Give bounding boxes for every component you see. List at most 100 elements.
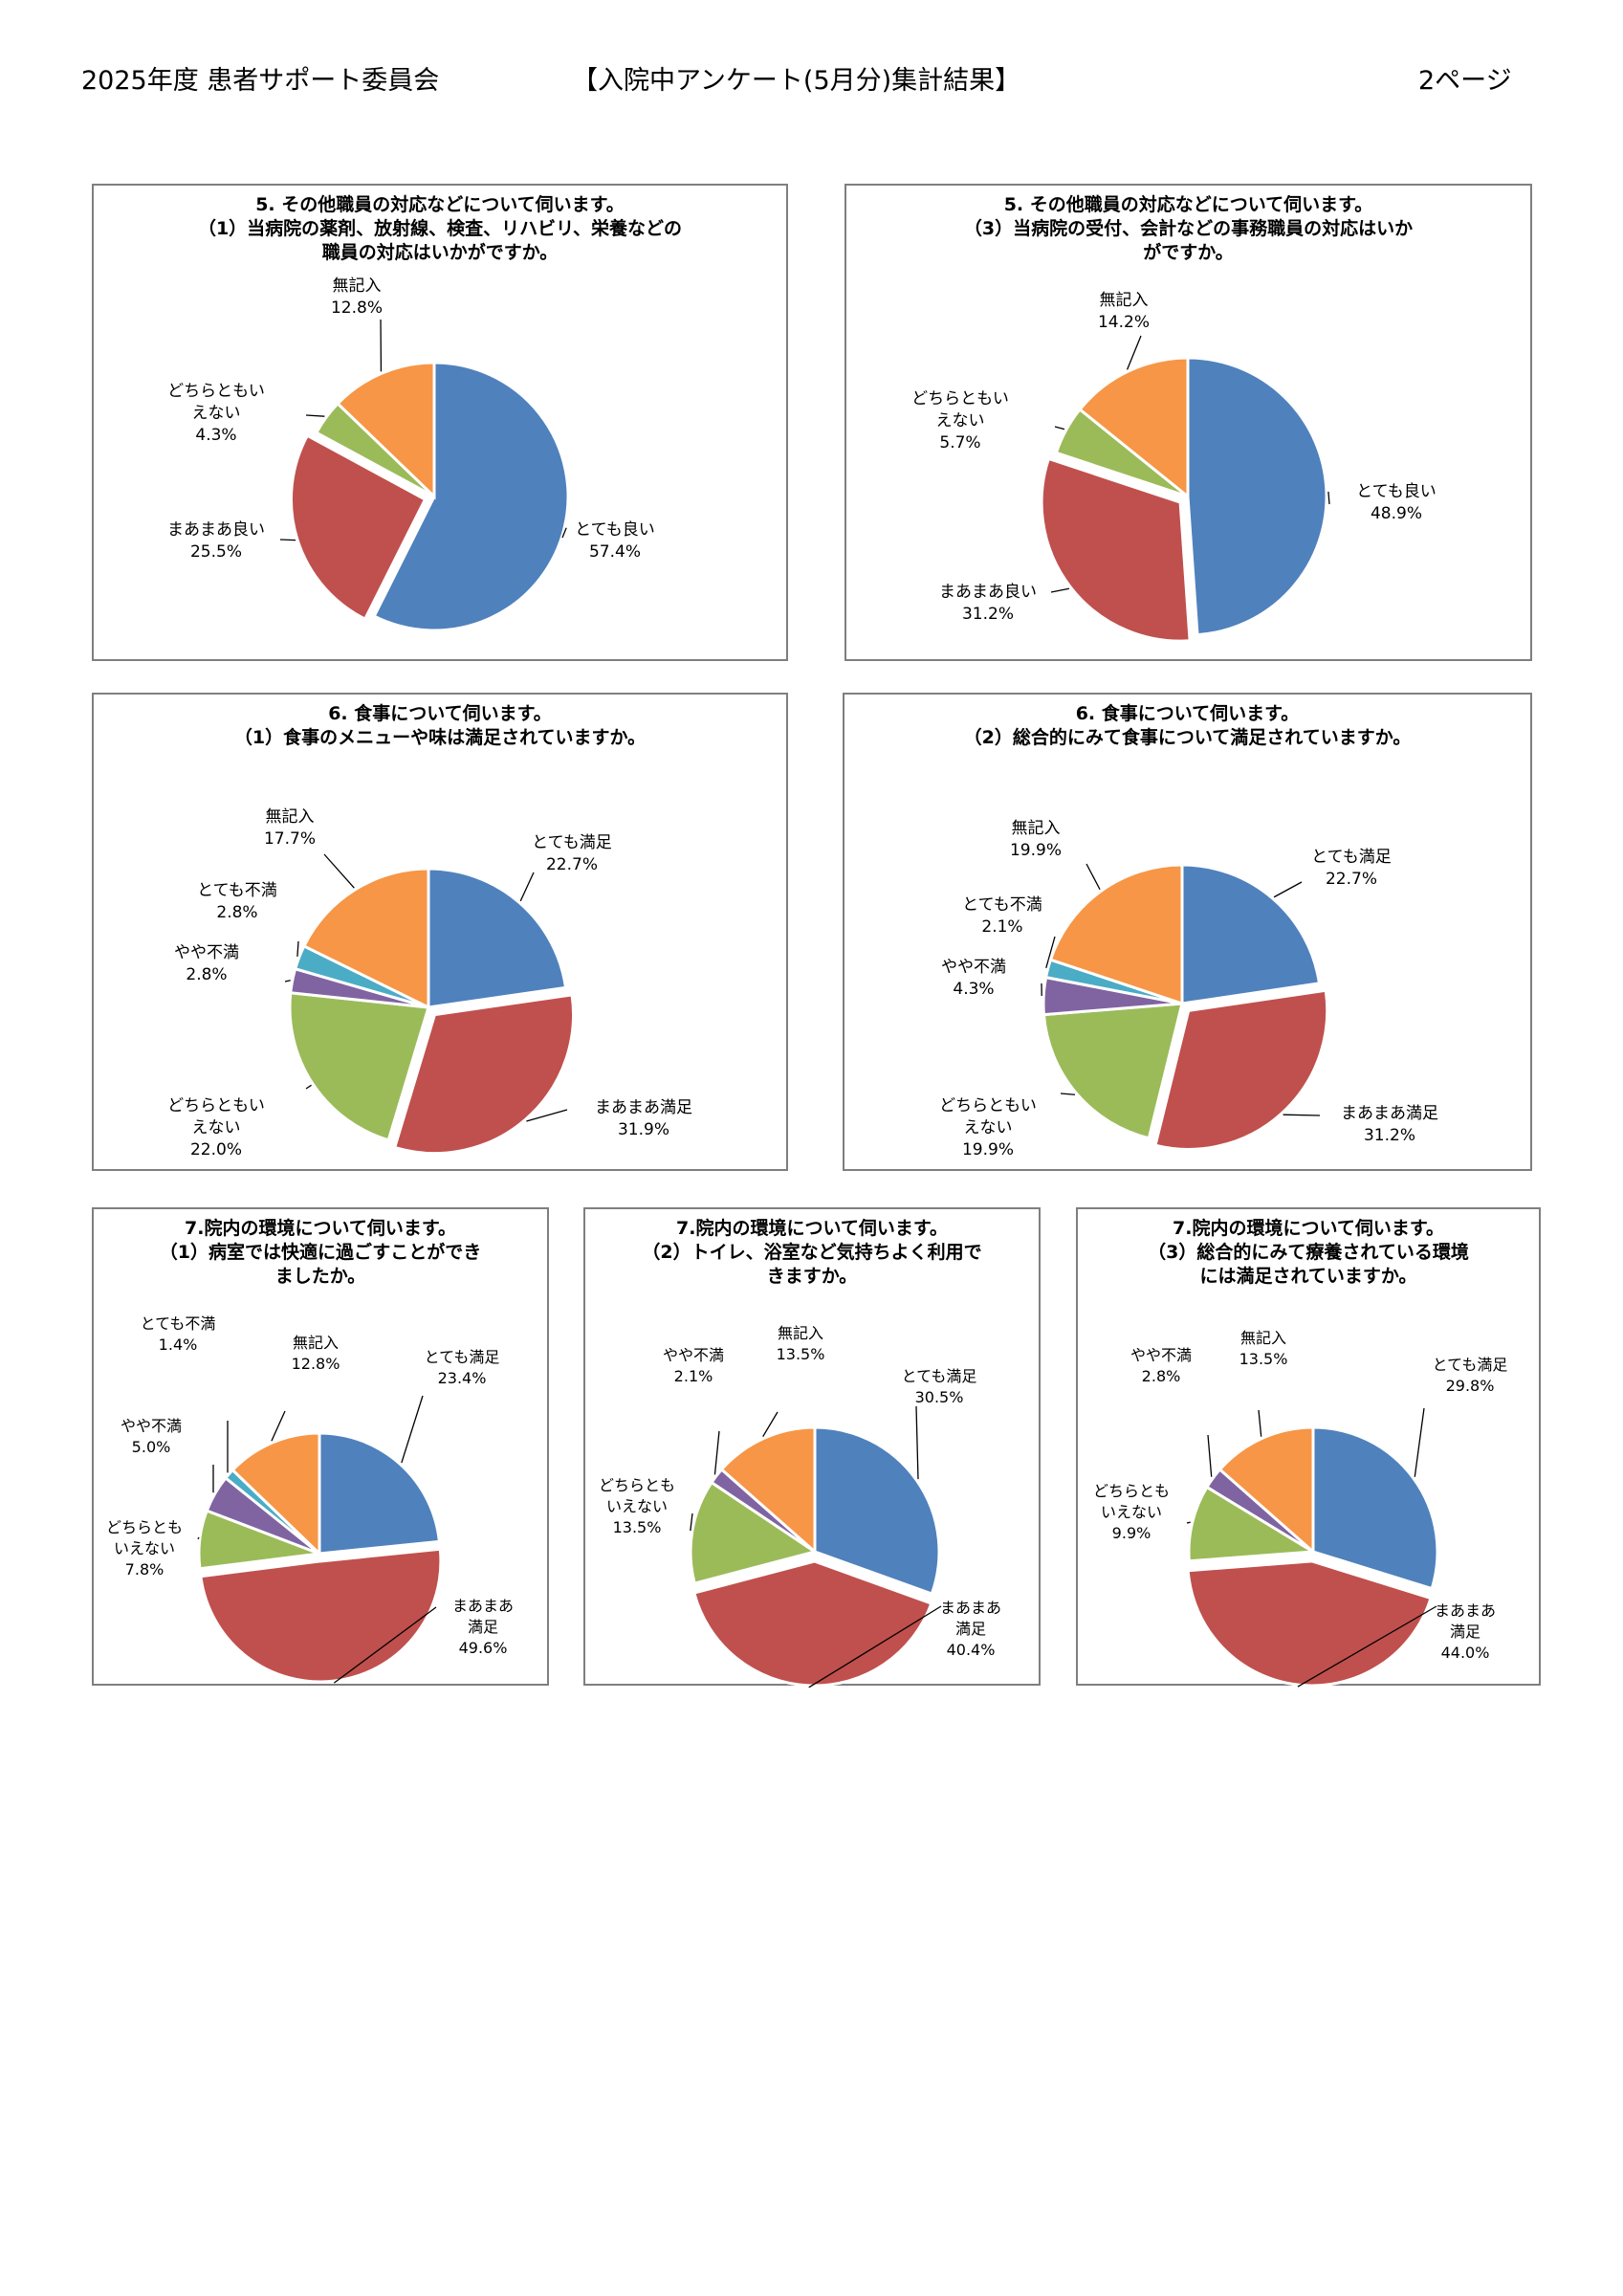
slice-category-label: とても良い: [575, 520, 655, 540]
chart-panel: 6. 食事について伺います。 （2）総合的にみて食事について満足されていますか。…: [843, 693, 1532, 1171]
pie-slice: [1153, 988, 1329, 1151]
slice-value-label: 22.7%: [546, 855, 598, 874]
leader-line: [197, 1536, 200, 1540]
leader-line: [323, 853, 355, 889]
slice-category-label: やや不満: [1130, 1346, 1192, 1364]
slice-category-label: 満足: [955, 1620, 986, 1638]
slice-value-label: 13.5%: [777, 1345, 825, 1363]
pie-slice: [427, 867, 568, 1009]
pie-slice: [1217, 1425, 1315, 1556]
slice-label: とても不満 2.8%: [197, 881, 277, 922]
slice-label: まあまあ満足 31.9%: [595, 1098, 692, 1139]
leader-line: [305, 1084, 312, 1090]
pie-slice: [1311, 1425, 1439, 1591]
slice-label: 無記入 12.8%: [292, 1334, 340, 1373]
slice-category-label: えない: [192, 1118, 241, 1137]
slice-category-label: 無記入: [1100, 291, 1149, 310]
slice-label: どちらともいえない 22.0%: [167, 1096, 265, 1159]
slice-value-label: 2.1%: [674, 1367, 713, 1385]
slice-category-label: やや不満: [174, 943, 239, 962]
slice-value-label: 22.0%: [190, 1140, 242, 1159]
slice-category-label: どちらともい: [167, 1096, 265, 1115]
slice-label: まあまあ良い 25.5%: [167, 520, 265, 562]
slice-value-label: 30.5%: [915, 1388, 964, 1406]
pie-slice: [230, 1431, 321, 1557]
slice-value-label: 4.3%: [195, 426, 236, 445]
slice-value-label: 23.4%: [438, 1369, 487, 1387]
leader-line: [1258, 1409, 1262, 1437]
chart-panel: 5. その他職員の対応などについて伺います。 （3）当病院の受付、会計などの事務…: [844, 184, 1532, 661]
pie-slice: [1186, 356, 1328, 637]
slice-category-label: とても満足: [1311, 848, 1392, 867]
slice-label: とても良い 48.9%: [1356, 482, 1437, 523]
pie-slice: [1180, 863, 1322, 1005]
slice-label: とても満足 30.5%: [902, 1367, 977, 1406]
chart-title: 5. その他職員の対応などについて伺います。 （3）当病院の受付、会計などの事務…: [963, 194, 1414, 263]
slice-value-label: 2.8%: [1142, 1367, 1181, 1385]
slice-value-label: 2.8%: [216, 903, 257, 922]
slice-category-label: 満足: [1450, 1623, 1480, 1641]
chart-title: 6. 食事について伺います。 （1）食事のメニューや味は満足されていますか。: [233, 703, 647, 748]
slice-value-label: 5.7%: [939, 433, 980, 453]
leader-line: [1207, 1434, 1213, 1477]
slice-category-label: まあまあ満足: [1341, 1104, 1438, 1123]
slice-value-label: 22.7%: [1326, 870, 1377, 889]
slice-category-label: まあまあ: [1435, 1601, 1496, 1620]
leader-line: [1060, 1093, 1076, 1095]
slice-label: まあまあ満足 44.0%: [1435, 1601, 1496, 1662]
slice-label: とても満足 23.4%: [425, 1348, 500, 1387]
chart-panel: 7.院内の環境について伺います。 （2）トイレ、浴室など気持ちよく利用で きます…: [583, 1207, 1041, 1688]
pie-slice: [1040, 456, 1192, 643]
slice-label: まあまあ良い 31.2%: [939, 583, 1037, 624]
slice-label: とても不満 1.4%: [141, 1314, 216, 1354]
slice-label: やや不満 2.8%: [1130, 1346, 1192, 1385]
pie-slice: [719, 1425, 817, 1556]
slice-category-label: やや不満: [941, 958, 1006, 977]
slice-category-label: とても満足: [532, 833, 612, 852]
chart-panel: 5. その他職員の対応などについて伺います。 （1）当病院の薬剤、放射線、検査、…: [92, 184, 788, 661]
slice-label: とても良い 57.4%: [575, 520, 655, 562]
slice-category-label: やや不満: [121, 1417, 182, 1435]
leader-line: [333, 1606, 437, 1684]
slice-category-label: まあまあ: [940, 1599, 1001, 1617]
slice-value-label: 48.9%: [1371, 504, 1422, 523]
slice-label: やや不満 4.3%: [941, 958, 1006, 999]
pie-slice: [1187, 1485, 1318, 1563]
slice-label: やや不満 5.0%: [121, 1417, 182, 1456]
pie-slice: [392, 993, 576, 1156]
slice-value-label: 17.7%: [264, 829, 316, 849]
chart-title: 7.院内の環境について伺います。 （2）トイレ、浴室など気持ちよく利用で きます…: [642, 1218, 982, 1287]
slice-value-label: 31.2%: [1364, 1126, 1415, 1145]
slice-category-label: 無記入: [266, 807, 315, 827]
slice-value-label: 9.9%: [1112, 1524, 1151, 1542]
leader-line: [915, 1405, 919, 1480]
slice-value-label: 12.8%: [331, 298, 383, 318]
pie-chart: とても満足 29.8% まあまあ満足 44.0% どちらともいえない 9.9% やや不満 2.…: [1093, 1329, 1507, 1688]
leader-line: [1327, 491, 1330, 505]
pie-slice: [692, 1559, 933, 1688]
pie-slice: [318, 1431, 442, 1556]
slice-label: やや不満 2.8%: [174, 943, 239, 984]
leader-line: [1050, 587, 1070, 593]
slice-value-label: 31.2%: [962, 605, 1014, 624]
chart-title: 7.院内の環境について伺います。 （3）総合的にみて療養されている環境 には満足…: [1148, 1218, 1469, 1287]
slice-value-label: 57.4%: [589, 542, 641, 562]
slice-category-label: 無記入: [293, 1334, 339, 1352]
leader-line: [401, 1395, 424, 1464]
slice-category-label: 無記入: [1012, 819, 1061, 838]
header-center: 【入院中アンケート(5月分)集計結果】: [572, 66, 1021, 96]
leader-line: [526, 1109, 568, 1122]
slice-category-label: どちらとも: [599, 1476, 675, 1494]
leader-line: [690, 1512, 693, 1532]
chart-title: 7.院内の環境について伺います。 （1）病室では快適に過ごすことができ ましたか…: [159, 1218, 482, 1287]
pie-slice: [1078, 356, 1190, 500]
slice-value-label: 1.4%: [159, 1336, 198, 1354]
leader-line: [762, 1411, 779, 1438]
slice-label: まあまあ満足 40.4%: [940, 1599, 1001, 1659]
leader-line: [808, 1605, 942, 1688]
slice-category-label: とても良い: [1356, 482, 1437, 501]
slice-label: まあまあ満足 31.2%: [1341, 1104, 1438, 1145]
slice-category-label: とても不満: [962, 895, 1042, 915]
leader-line: [1086, 863, 1101, 891]
leader-line: [296, 940, 299, 957]
